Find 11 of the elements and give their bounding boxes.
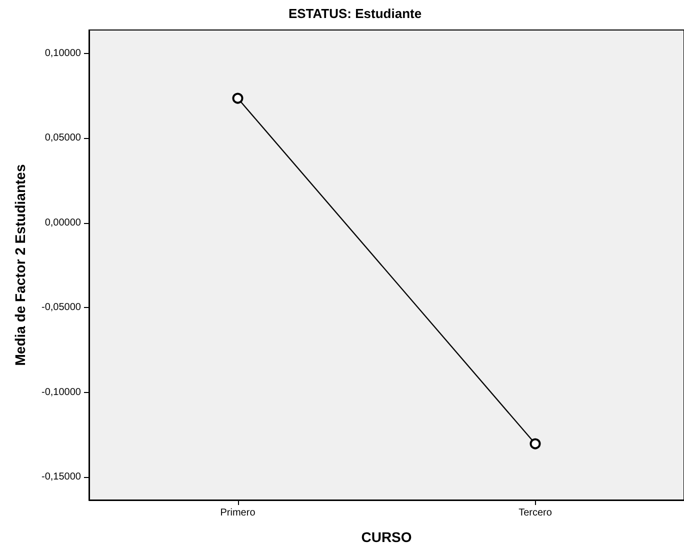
y-tick-label: -0,05000 xyxy=(42,302,82,314)
y-tick-label: -0,10000 xyxy=(42,386,82,398)
y-tick-label: 0,05000 xyxy=(44,132,82,144)
y-tick-label: 0,10000 xyxy=(44,48,82,60)
y-tick-label: 0,00000 xyxy=(44,217,82,228)
x-tick-label: Tercero xyxy=(518,508,552,518)
chart-title: ESTATUS: Estudiante xyxy=(288,6,422,21)
x-tick-label: Primero xyxy=(220,508,256,518)
y-tick-label: -0,15000 xyxy=(42,471,82,482)
x-axis-title: CURSO xyxy=(361,529,412,545)
y-axis-title: Media de Factor 2 Estudiantes xyxy=(12,164,28,366)
